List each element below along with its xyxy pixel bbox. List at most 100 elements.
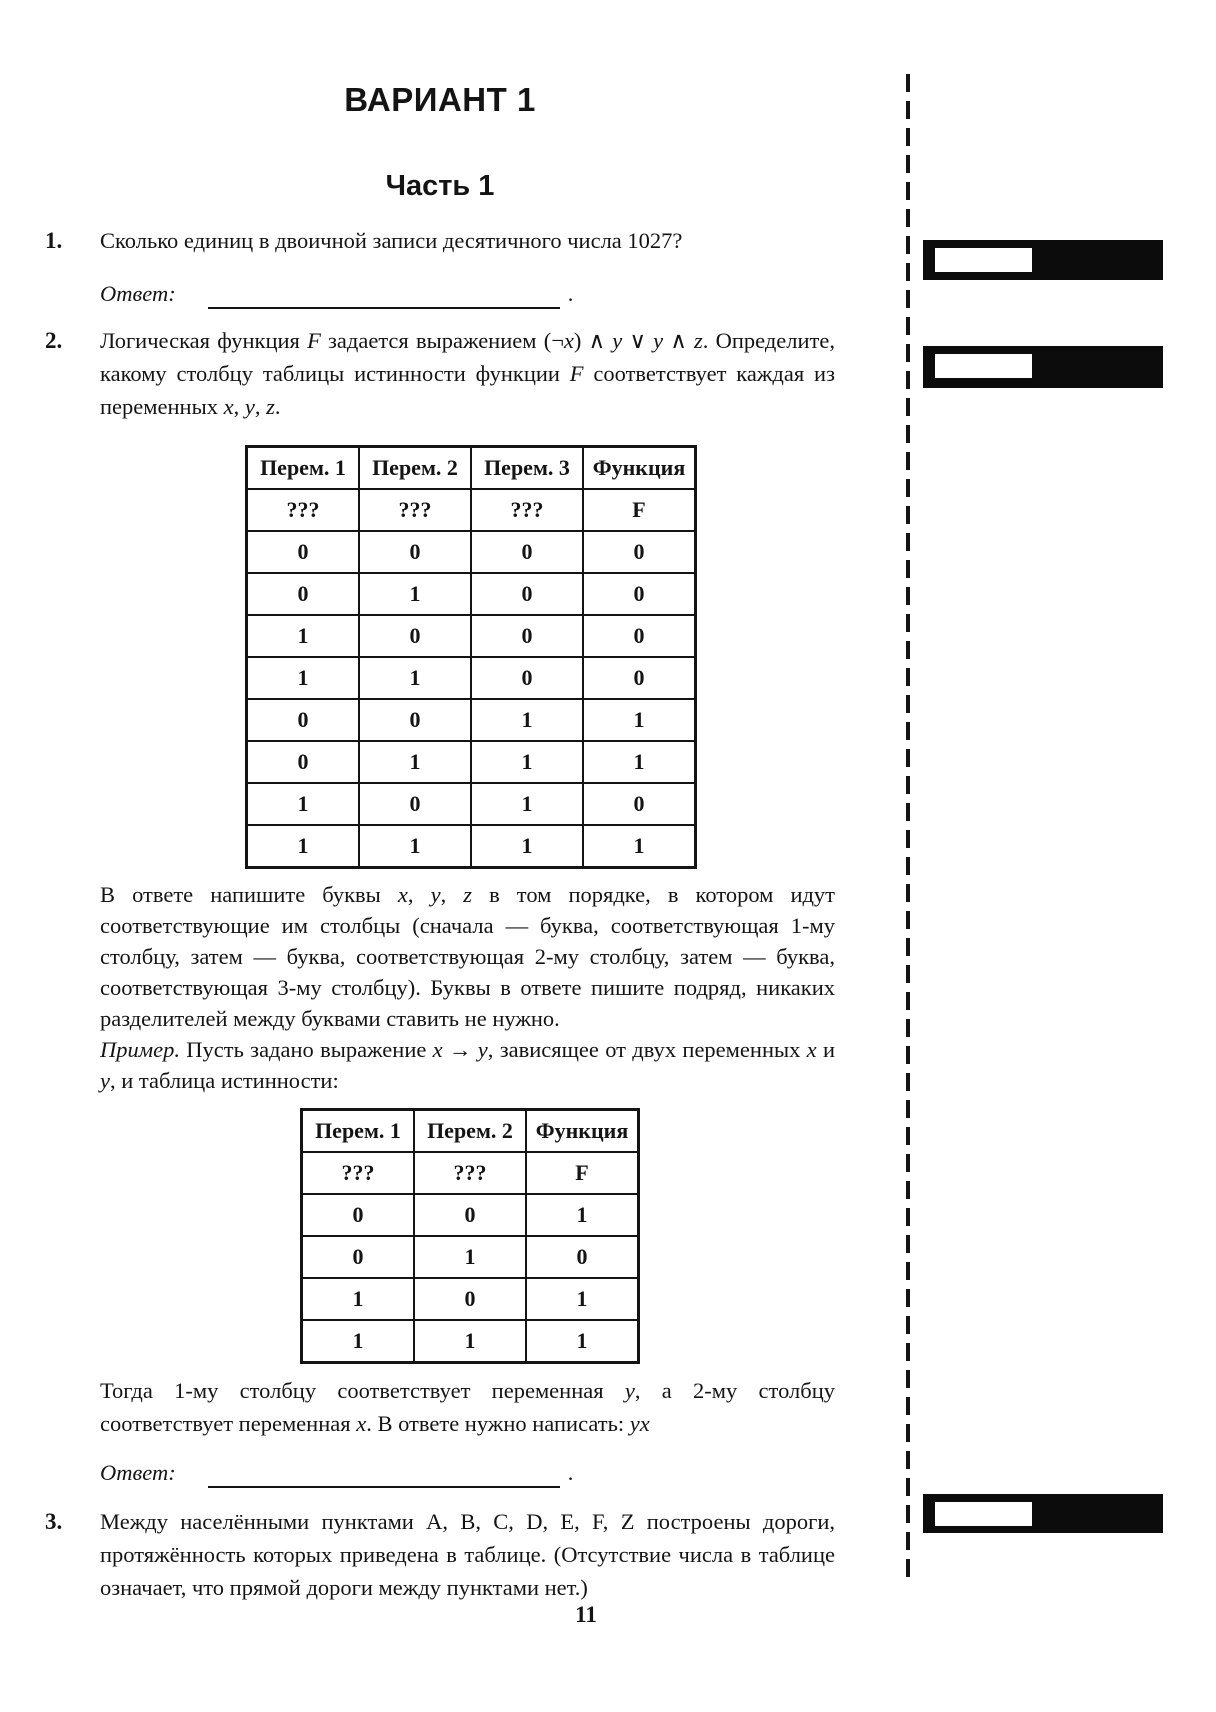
table-cell: 1	[358, 656, 472, 700]
table-header-cell: Перем. 3	[470, 445, 584, 490]
table-cell: 1	[245, 656, 360, 700]
question-2-number: 2.	[45, 328, 63, 353]
text-run: . В ответе нужно написать:	[366, 1411, 630, 1436]
variant-title: ВАРИАНТ 1	[344, 81, 536, 118]
table-header-cell: Перем. 1	[245, 445, 360, 490]
table-cell: 1	[358, 740, 472, 784]
margin-strip-3	[923, 1494, 1163, 1533]
italic-text-run: y	[477, 1037, 488, 1062]
truth-table-main: Перем. 1 Перем. 2 Перем. 3 Функция?????????…	[245, 445, 697, 869]
table-row: ????????? F	[245, 488, 697, 532]
truth-table-example: Перем. 1 Перем. 2 Функция?????? F 0 0 1 0 1 0 1 0 1 1…	[300, 1108, 640, 1364]
table-subheader-cell: ???	[413, 1151, 527, 1195]
text-run: Между населёнными пунктами A, B, C, D, E…	[100, 1509, 835, 1600]
table-cell: 0	[358, 782, 472, 826]
text-run: в том порядке, в котором идут соответств…	[100, 882, 836, 1031]
question-3-number: 3.	[45, 1509, 63, 1534]
table-cell: 1	[525, 1277, 640, 1321]
italic-text-run: y	[100, 1068, 110, 1093]
table-subheader-cell: ???	[470, 488, 584, 532]
table-subheader-cell: ???	[245, 488, 360, 532]
italic-text-run: z	[694, 328, 703, 353]
table-row: Перем. 1 Перем. 2 Перем. 3 Функция	[245, 445, 697, 490]
table-cell: 1	[470, 740, 584, 784]
table-cell: 0	[300, 1235, 415, 1279]
table-cell: 0	[582, 614, 697, 658]
text-run: , зависящее от двух переменных	[487, 1037, 807, 1062]
table-cell: 1	[245, 782, 360, 826]
text-run: , а 2-му столбцу соответствует переменна…	[100, 1378, 835, 1436]
question-2: 2. Логическая функция F задается выражен…	[45, 324, 835, 1489]
table-row: ?????? F	[300, 1151, 640, 1195]
italic-text-run: x	[563, 328, 574, 353]
table-subheader-cell: F	[582, 488, 697, 532]
answer-period: .	[567, 281, 574, 306]
text-run: Тогда 1-му столбцу соответствует перемен…	[100, 1378, 625, 1403]
table-cell: 1	[525, 1319, 640, 1364]
table-header-cell: Перем. 1	[300, 1108, 415, 1153]
italic-text-run: F	[307, 328, 321, 353]
strip-white-window	[935, 354, 1032, 378]
table-cell: 0	[245, 572, 360, 616]
table-cell: 0	[582, 656, 697, 700]
table-cell: 0	[470, 530, 584, 574]
italic-text-run: y	[244, 394, 255, 419]
table-cell: 1	[358, 824, 472, 869]
strip-white-window	[935, 248, 1032, 272]
italic-text-run: x	[356, 1411, 367, 1436]
table-cell: 1	[245, 824, 360, 869]
margin-divider-dashed-line	[906, 74, 910, 1580]
question-2-conclusion: Тогда 1-му столбцу соответствует перемен…	[100, 1374, 835, 1440]
table-cell: 0	[470, 572, 584, 616]
table-cell: 0	[245, 698, 360, 742]
table-cell: 0	[358, 698, 472, 742]
table-cell: 1	[300, 1319, 415, 1364]
question-2-note: В ответе напишите буквы x, y, z в том по…	[100, 879, 835, 1034]
answer-blank	[207, 1486, 560, 1488]
table-header-cell: Функция	[582, 445, 697, 490]
text-run: В ответе напишите буквы	[100, 882, 398, 907]
italic-text-run: x	[806, 1037, 817, 1062]
italic-text-run: F	[569, 361, 584, 386]
text-run: Пусть задано выражение	[179, 1037, 433, 1062]
italic-text-run: yx	[629, 1411, 650, 1436]
text-run: ,	[233, 394, 245, 419]
text-run: задается выражением (¬	[320, 328, 564, 353]
text-column: ВАРИАНТ 1 Часть 1 1. Сколько единиц в дв…	[45, 58, 835, 1604]
answer-label: Ответ:	[100, 1460, 176, 1485]
question-3: 3. Между населёнными пунктами A, B, C, D…	[45, 1505, 835, 1604]
table-cell: 1	[525, 1193, 640, 1237]
question-1-number: 1.	[45, 228, 63, 253]
table-cell: 1	[300, 1277, 415, 1321]
table-cell: 0	[470, 614, 584, 658]
table-cell: 0	[245, 740, 360, 784]
text-run: Логическая функция	[100, 328, 308, 353]
table-cell: 1	[582, 698, 697, 742]
italic-text-run: y	[624, 1378, 635, 1403]
table-row: Перем. 1 Перем. 2 Функция	[300, 1108, 640, 1153]
italic-text-run: x	[432, 1037, 443, 1062]
table-cell: 1	[413, 1319, 527, 1364]
table-cell: 0	[413, 1193, 527, 1237]
text-run: и	[816, 1037, 836, 1062]
table-subheader-cell: F	[525, 1151, 640, 1195]
answer-row-q1: Ответ:.	[100, 277, 835, 310]
table-cell: 1	[470, 782, 584, 826]
answer-row-q2: Ответ:.	[100, 1456, 835, 1489]
question-2-text: Логическая функция F задается выражением…	[100, 324, 835, 423]
italic-text-run: z	[266, 394, 275, 419]
italic-text-run: y	[612, 328, 623, 353]
text-run: ,	[440, 882, 464, 907]
table-cell: 0	[358, 530, 472, 574]
table-cell: 0	[582, 530, 697, 574]
table-header-cell: Перем. 2	[413, 1108, 527, 1153]
